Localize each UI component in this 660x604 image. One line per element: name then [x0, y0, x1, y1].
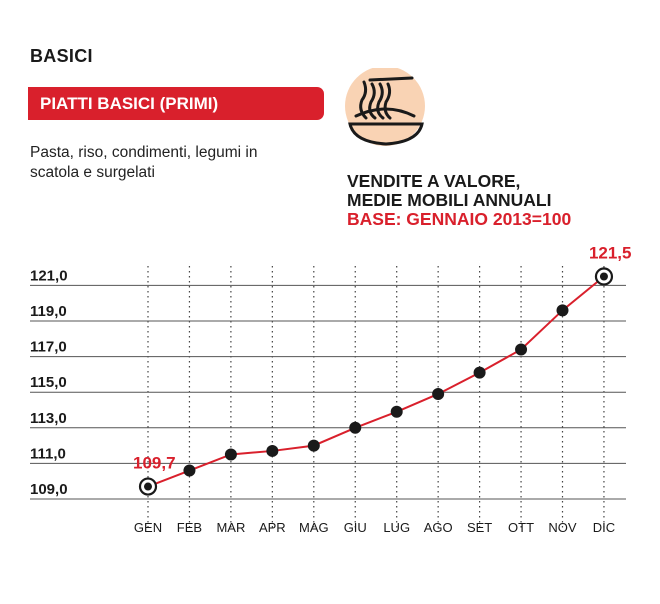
x-tick-label: SET — [467, 520, 492, 535]
data-point — [390, 405, 403, 418]
data-point — [224, 448, 237, 461]
x-tick-label: DIC — [593, 520, 615, 535]
series-line — [147, 275, 605, 488]
chart-heading: VENDITE A VALORE, MEDIE MOBILI ANNUALI B… — [347, 172, 571, 229]
x-tick-label: APR — [259, 520, 286, 535]
y-tick-label: 119,0 — [30, 303, 67, 320]
chart-heading-line2: MEDIE MOBILI ANNUALI — [347, 190, 552, 210]
endpoint-marker-dot — [144, 482, 152, 491]
chart-heading-line1: VENDITE A VALORE, — [347, 171, 521, 191]
x-tick-label: MAG — [299, 520, 329, 535]
category-description: Pasta, riso, condimenti, legumi in scato… — [30, 144, 258, 181]
x-tick-label: AGO — [424, 520, 453, 535]
data-label: 109,7 — [133, 454, 176, 473]
data-point — [183, 464, 196, 477]
y-tick-label: 111,0 — [30, 445, 66, 462]
endpoint-marker-dot — [599, 272, 608, 281]
y-tick-label: 117,0 — [30, 339, 67, 356]
data-point — [349, 421, 362, 434]
y-tick-label: 115,0 — [30, 374, 67, 391]
y-tick-label: 121,0 — [30, 267, 68, 284]
chart-heading-base: BASE: GENNAIO 2013=100 — [347, 209, 572, 229]
pasta-bowl-icon — [345, 68, 425, 146]
x-tick-label: MAR — [216, 520, 245, 535]
x-tick-label: GIU — [344, 520, 367, 535]
category-banner: PIATTI BASICI (PRIMI) — [28, 87, 324, 120]
data-point — [307, 439, 320, 452]
x-tick-label: GEN — [134, 520, 162, 535]
x-tick-label: LUG — [383, 520, 410, 535]
data-point — [473, 366, 486, 379]
y-tick-label: 109,0 — [30, 481, 68, 498]
y-tick-label: 113,0 — [30, 410, 67, 427]
data-point — [515, 343, 528, 356]
data-point — [432, 387, 445, 400]
data-point — [556, 304, 569, 317]
x-tick-label: NOV — [548, 520, 577, 535]
data-label: 121,5 — [589, 244, 632, 263]
x-tick-label: OTT — [508, 520, 534, 535]
x-tick-label: FEB — [177, 520, 202, 535]
data-point — [266, 444, 279, 457]
section-title: BASICI — [30, 46, 93, 66]
